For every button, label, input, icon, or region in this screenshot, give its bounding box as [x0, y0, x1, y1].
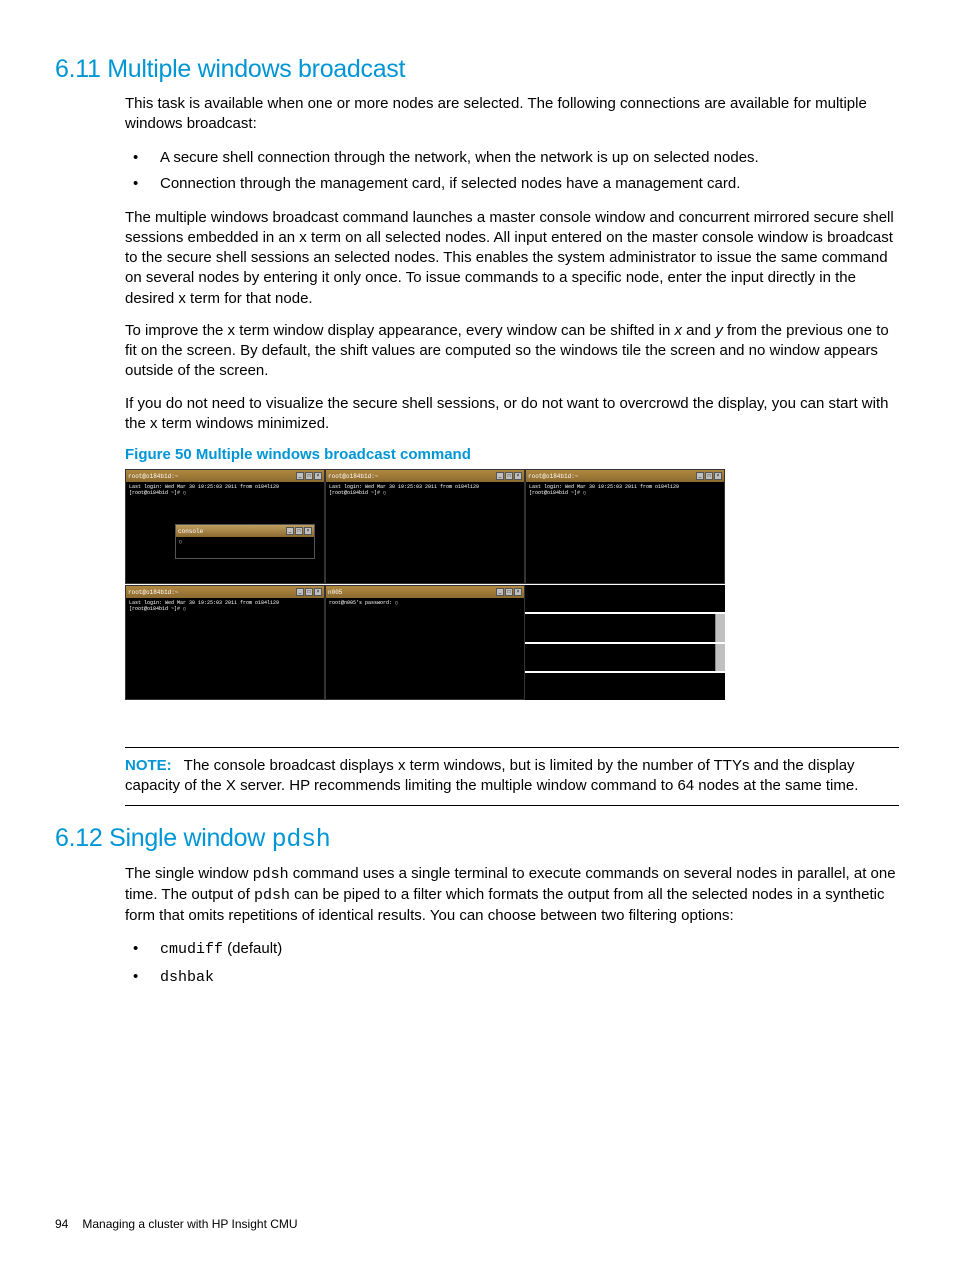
- note-block: NOTE:The console broadcast displays x te…: [125, 756, 899, 797]
- xterm-window: root@o184b1d:~ _□× Last login: Wed Mar 3…: [525, 469, 725, 584]
- italic-x: x: [674, 322, 682, 339]
- window-controls: _□×: [296, 472, 322, 480]
- window-controls: _□×: [696, 472, 722, 480]
- code-span: dshbak: [160, 969, 214, 986]
- console-title: console: [178, 528, 203, 535]
- para-611-2: The multiple windows broadcast command l…: [125, 208, 899, 309]
- panel-row: [525, 673, 725, 700]
- maximize-icon: □: [295, 527, 303, 535]
- window-controls: _□×: [296, 588, 322, 596]
- section-heading-611: 6.11 Multiple windows broadcast: [55, 55, 899, 84]
- close-icon: ×: [514, 472, 522, 480]
- xterm-titlebar: root@o184b1d:~ _□×: [126, 586, 324, 598]
- code-span: pdsh: [253, 866, 289, 883]
- minimize-icon: _: [496, 588, 504, 596]
- xterm-title: root@o184b1d:~: [128, 473, 178, 480]
- xterm-body: Last login: Wed Mar 30 19:25:03 2011 fro…: [126, 482, 324, 498]
- maximize-icon: □: [705, 472, 713, 480]
- xterm-title: root@o184b1d:~: [128, 589, 178, 596]
- maximize-icon: □: [305, 588, 313, 596]
- figure-caption: Figure 50 Multiple windows broadcast com…: [125, 446, 899, 463]
- figure-50: root@o184b1d:~ _□× Last login: Wed Mar 3…: [125, 469, 730, 729]
- panel-row: [525, 585, 725, 614]
- xterm-window: root@o184b1d:~ _□× Last login: Wed Mar 3…: [325, 469, 525, 584]
- window-controls: _□×: [286, 527, 312, 535]
- divider: [125, 747, 899, 748]
- divider: [125, 805, 899, 806]
- close-icon: ×: [304, 527, 312, 535]
- xterm-body: Last login: Wed Mar 30 19:25:03 2011 fro…: [526, 482, 724, 498]
- list-item: cmudiff (default): [125, 938, 899, 962]
- side-panel: [525, 585, 725, 700]
- scrollbar: [715, 644, 725, 671]
- console-body: ▯: [176, 537, 314, 547]
- close-icon: ×: [514, 588, 522, 596]
- minimize-icon: _: [286, 527, 294, 535]
- text-span: To improve the x term window display app…: [125, 322, 674, 339]
- text-span: The single window: [125, 865, 253, 882]
- close-icon: ×: [314, 472, 322, 480]
- section-heading-612: 6.12 Single window pdsh: [55, 824, 899, 854]
- heading-text: 6.12 Single window: [55, 824, 272, 852]
- text-span: (default): [223, 940, 282, 957]
- panel-row: [525, 614, 725, 643]
- list-item: dshbak: [125, 966, 899, 990]
- xterm-body: root@n005's password: ▯: [326, 598, 524, 608]
- close-icon: ×: [714, 472, 722, 480]
- bullet-list-612: cmudiff (default) dshbak: [125, 938, 899, 989]
- italic-y: y: [715, 322, 723, 339]
- window-controls: _□×: [496, 588, 522, 596]
- maximize-icon: □: [305, 472, 313, 480]
- heading-code: pdsh: [272, 825, 331, 854]
- maximize-icon: □: [505, 588, 513, 596]
- xterm-title: n005: [328, 589, 342, 596]
- minimize-icon: _: [496, 472, 504, 480]
- code-span: cmudiff: [160, 941, 223, 958]
- xterm-title: root@o184b1d:~: [328, 473, 378, 480]
- list-item: A secure shell connection through the ne…: [125, 147, 899, 170]
- list-item: Connection through the management card, …: [125, 173, 899, 196]
- console-titlebar: console _□×: [176, 525, 314, 537]
- minimize-icon: _: [296, 588, 304, 596]
- code-span: pdsh: [254, 887, 290, 904]
- xterm-titlebar: root@o184b1d:~ _□×: [126, 470, 324, 482]
- note-label: NOTE:: [125, 757, 172, 774]
- minimize-icon: _: [296, 472, 304, 480]
- window-controls: _□×: [496, 472, 522, 480]
- close-icon: ×: [314, 588, 322, 596]
- minimize-icon: _: [696, 472, 704, 480]
- para-611-intro: This task is available when one or more …: [125, 94, 899, 135]
- xterm-title: root@o184b1d:~: [528, 473, 578, 480]
- text-span: and: [682, 322, 715, 339]
- panel-row: [525, 644, 725, 673]
- xterm-body: Last login: Wed Mar 30 19:25:03 2011 fro…: [326, 482, 524, 498]
- para-611-3: To improve the x term window display app…: [125, 321, 899, 382]
- xterm-window: n005 _□× root@n005's password: ▯: [325, 585, 525, 700]
- bullet-list-611: A secure shell connection through the ne…: [125, 147, 899, 196]
- scrollbar: [715, 614, 725, 641]
- footer-title: Managing a cluster with HP Insight CMU: [82, 1217, 297, 1231]
- xterm-titlebar: root@o184b1d:~ _□×: [326, 470, 524, 482]
- note-text: The console broadcast displays x term wi…: [125, 757, 858, 794]
- para-612-1: The single window pdsh command uses a si…: [125, 864, 899, 927]
- page-number: 94: [55, 1217, 68, 1231]
- para-611-4: If you do not need to visualize the secu…: [125, 394, 899, 435]
- console-window: console _□× ▯: [175, 524, 315, 559]
- maximize-icon: □: [505, 472, 513, 480]
- page-footer: 94 Managing a cluster with HP Insight CMU: [55, 1217, 298, 1231]
- xterm-titlebar: n005 _□×: [326, 586, 524, 598]
- xterm-body: Last login: Wed Mar 30 19:25:03 2011 fro…: [126, 598, 324, 614]
- xterm-titlebar: root@o184b1d:~ _□×: [526, 470, 724, 482]
- xterm-window: root@o184b1d:~ _□× Last login: Wed Mar 3…: [125, 585, 325, 700]
